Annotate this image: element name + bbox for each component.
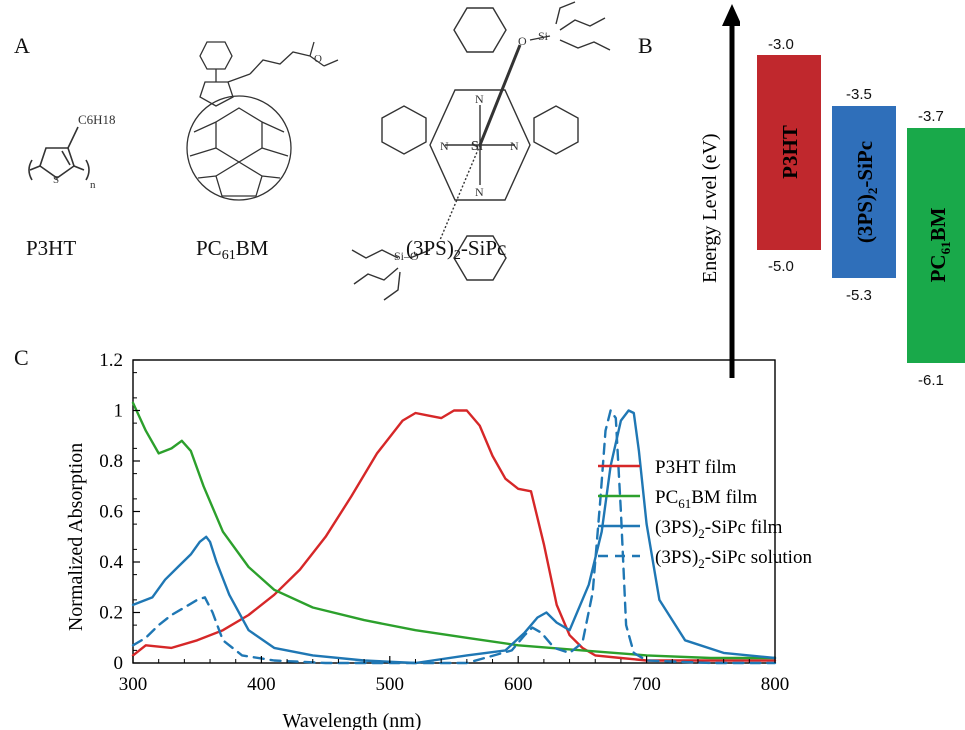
p3ht-structure: S n C6H18: [28, 112, 116, 191]
sipc-top-si: Si: [538, 29, 549, 43]
y-tick-label: 0.6: [99, 502, 123, 523]
sipc-top-o: O: [518, 34, 527, 48]
series-line-2: [131, 409, 777, 665]
legend-label-2: (3PS)2-SiPc film: [655, 517, 783, 541]
p3ht-lumo-value: -3.0: [768, 36, 794, 53]
plot-frame: [132, 359, 776, 664]
molecule-label-sipc: (3PS)2-SiPc: [406, 236, 507, 263]
sipc-structure: [351, 1, 611, 301]
molecule-label-pcbm: PC61BM: [196, 236, 269, 263]
energy-ylabel: Energy Level (eV): [699, 133, 721, 283]
x-tick-label: 500: [376, 674, 405, 695]
panel-a-label: A: [14, 33, 30, 58]
legend-label-3: (3PS)2-SiPc solution: [655, 547, 812, 571]
sipc-n-right: N: [510, 139, 519, 153]
panel-c-label: C: [14, 345, 29, 370]
sipc-lumo-value: -3.5: [846, 86, 872, 103]
pcbm-homo-value: -6.1: [918, 372, 944, 389]
p3ht-sidechain-label: C6H18: [78, 112, 116, 127]
series-line-1: [131, 401, 777, 660]
y-tick-label: 1: [114, 401, 124, 422]
sipc-n-left: N: [440, 139, 449, 153]
p3ht-homo-value: -5.0: [768, 258, 794, 275]
legend-label-0: P3HT film: [655, 457, 737, 478]
p3ht-bar-name: P3HT: [778, 125, 802, 179]
x-tick-label: 700: [632, 674, 661, 695]
y-tick-label: 0.4: [99, 552, 123, 573]
pcbm-structure: [186, 41, 339, 201]
x-tick-label: 800: [761, 674, 790, 695]
p3ht-n-label: n: [90, 179, 96, 191]
sipc-bar-name: (3PS)2-SiPc: [853, 141, 880, 243]
y-tick-label: 1.2: [99, 350, 123, 371]
panel-b-label: B: [638, 33, 653, 58]
x-tick-label: 300: [119, 674, 148, 695]
series-line-0: [131, 409, 777, 662]
energy-bar-sipc: [832, 106, 896, 278]
pcbm-bar-name: PC61BM: [926, 207, 953, 282]
y-tick-label: 0: [114, 653, 124, 674]
pcbm-lumo-value: -3.7: [918, 108, 944, 125]
sipc-n-bottom: N: [475, 185, 484, 199]
x-tick-label: 400: [247, 674, 276, 695]
sipc-bottom-si-o: Si–O: [394, 249, 419, 263]
x-tick-label: 600: [504, 674, 533, 695]
energy-bar-pcbm: [907, 128, 965, 363]
sipc-homo-value: -5.3: [846, 287, 872, 304]
legend-label-1: PC61BM film: [655, 487, 757, 511]
sipc-si-center: Si: [471, 139, 483, 154]
energy-bar-p3ht: [757, 55, 821, 250]
energy-bar-labels: P3HT (3PS)2-SiPc PC61BM: [778, 125, 953, 282]
y-tick-label: 0.8: [99, 451, 123, 472]
x-axis-label: Wavelength (nm): [283, 710, 422, 730]
molecule-label-p3ht: P3HT: [26, 236, 77, 260]
y-tick-label: 0.2: [99, 603, 123, 624]
energy-axis-arrow: Energy Level (eV): [699, 4, 740, 378]
y-axis-label: Normalized Absorption: [65, 443, 87, 631]
p3ht-sulfur-label: S: [53, 174, 59, 186]
pcbm-o-label: O: [314, 53, 322, 65]
sipc-n-top: N: [475, 92, 484, 106]
